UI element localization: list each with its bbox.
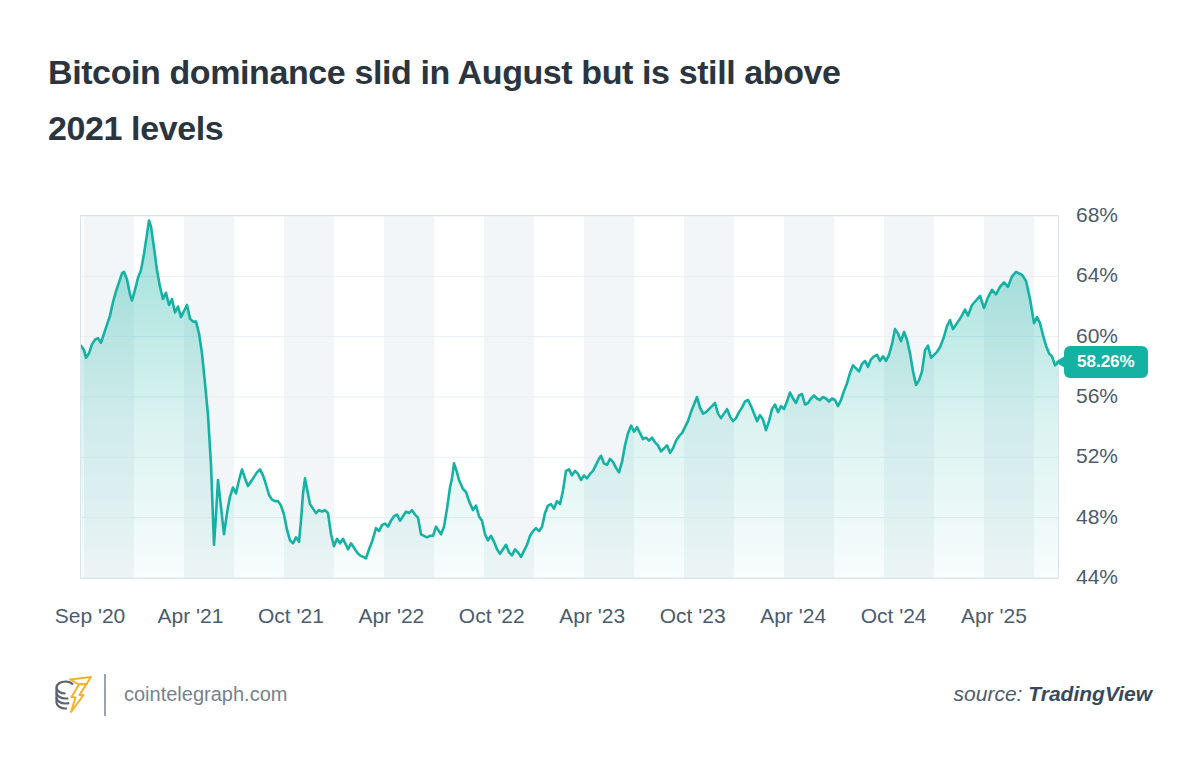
footer-source: source: TradingView [954,682,1152,706]
x-axis-label: Apr '25 [939,604,1049,628]
cointelegraph-logo-icon [46,670,98,722]
x-axis-label: Oct '21 [236,604,346,628]
footer: cointelegraph.com source: TradingView [0,662,1200,732]
source-label: source: [954,682,1023,705]
chart-title-line1: Bitcoin dominance slid in August but is … [48,44,1088,100]
chart-title: Bitcoin dominance slid in August but is … [48,44,1088,156]
y-axis-label: 44% [1076,565,1118,589]
x-axis-label: Apr '21 [135,604,245,628]
footer-divider [104,674,106,716]
x-axis-label: Oct '24 [839,604,949,628]
x-axis-label: Apr '23 [537,604,647,628]
y-axis-label: 64% [1076,263,1118,287]
x-axis-label: Oct '23 [638,604,748,628]
x-axis: Sep '20Apr '21Oct '21Apr '22Oct '22Apr '… [0,604,1200,634]
plot-area[interactable] [80,215,1059,579]
source-name: TradingView [1028,682,1152,705]
x-axis-label: Apr '22 [336,604,446,628]
x-axis-label: Apr '24 [738,604,848,628]
last-value-badge: 58.26% [1064,346,1148,378]
y-axis-label: 56% [1076,384,1118,408]
dominance-area-chart [81,216,1058,578]
footer-site-text: cointelegraph.com [124,683,287,706]
y-axis-label: 52% [1076,444,1118,468]
chart-title-line2: 2021 levels [48,100,1088,156]
x-axis-label: Sep '20 [35,604,145,628]
y-axis-label: 68% [1076,203,1118,227]
x-axis-label: Oct '22 [437,604,547,628]
y-axis-label: 60% [1076,324,1118,348]
y-axis-label: 48% [1076,505,1118,529]
